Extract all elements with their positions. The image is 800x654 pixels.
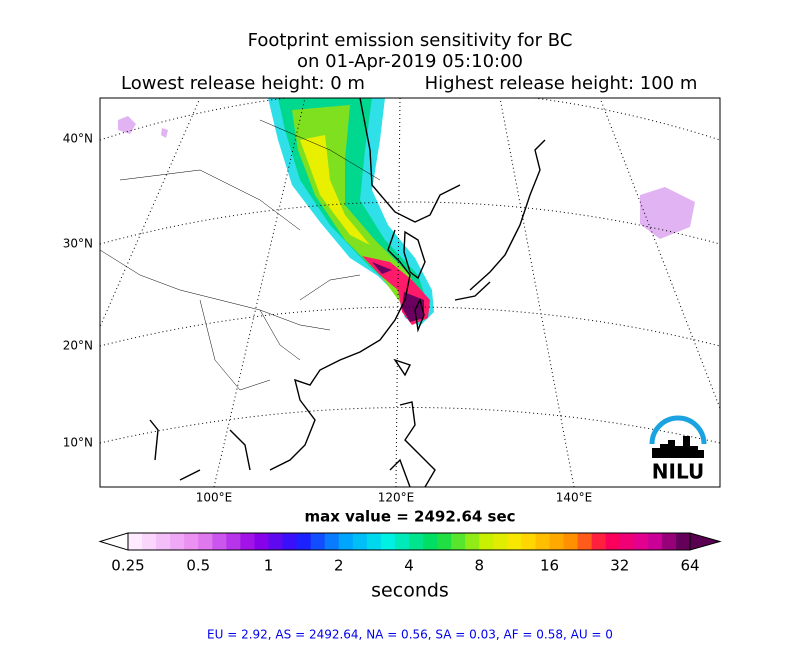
colorbar-tick-label: 2 — [334, 557, 344, 575]
colorbar-segment — [198, 533, 213, 550]
colorbar-extend-high — [689, 532, 722, 551]
colorbar-segment — [324, 533, 340, 550]
colorbar-segment — [296, 533, 312, 550]
colorbar-segment — [507, 533, 522, 550]
title-line: on 01-Apr-2019 05:10:00 — [297, 51, 523, 72]
coastline — [403, 230, 426, 280]
colorbar-segment — [352, 533, 368, 550]
lat-label: 40°N — [63, 132, 93, 146]
colorbar-segment — [282, 533, 298, 550]
colorbar-segment — [409, 533, 424, 550]
colorbar-segment — [128, 533, 143, 550]
max-value: max value = 2492.64 sec — [304, 508, 515, 526]
colorbar-segment — [423, 533, 438, 550]
colorbar-segment — [493, 533, 508, 550]
colorbar-segment — [437, 533, 452, 550]
title-line: Footprint emission sensitivity for BC — [248, 30, 573, 51]
colorbar-segment — [675, 533, 691, 550]
colorbar-tick-label: 0.25 — [111, 557, 144, 575]
logo: NILU — [649, 415, 707, 484]
colorbar-segment — [268, 533, 284, 550]
lat-label: 30°N — [63, 237, 93, 251]
plume — [300, 135, 370, 245]
coastline — [389, 401, 436, 487]
colorbar-segment — [338, 533, 354, 550]
colorbar-segment — [619, 533, 635, 550]
lon-label: 100°E — [196, 491, 233, 505]
colorbar-segment — [535, 533, 550, 550]
colorbar-segment — [226, 533, 241, 550]
graticule — [100, 407, 720, 444]
colorbar-segment — [380, 533, 396, 550]
footer: EU = 2.92, AS = 2492.64, NA = 0.56, SA =… — [207, 628, 613, 642]
border — [100, 119, 381, 391]
colorbar-segment — [605, 533, 621, 550]
graticule — [213, 98, 306, 487]
graticule — [395, 98, 401, 487]
colorbar-segment — [633, 533, 649, 550]
colorbar-segment — [451, 533, 466, 550]
logo-text: NILU — [652, 460, 704, 484]
lat-label: 10°N — [63, 436, 93, 450]
lon-label: 120°E — [378, 491, 415, 505]
colorbar-extend-low — [98, 532, 129, 551]
colorbar-segment — [661, 533, 677, 550]
colorbar-tick-label: 32 — [610, 557, 629, 575]
graticule — [599, 98, 720, 410]
release-high: Highest release height: 100 m — [425, 73, 698, 94]
lat-labels: 40°N 30°N 20°N 10°N — [63, 132, 93, 450]
colorbar-tick-label: 4 — [404, 557, 414, 575]
colorbar-segment — [310, 533, 326, 550]
colorbar-frame — [127, 532, 691, 551]
colorbar-segment — [479, 533, 494, 550]
colorbar-segment — [394, 533, 410, 550]
colorbar-segment — [254, 533, 269, 550]
plume — [372, 262, 424, 322]
colorbar: 0.25 0.5 1 2 4 8 16 32 64 — [98, 532, 722, 575]
colorbar-segment — [240, 533, 255, 550]
colorbar-segment — [142, 533, 157, 550]
colorbar-tick-label: 16 — [540, 557, 559, 575]
colorbar-segment — [591, 533, 607, 550]
colorbar-tick-label: 0.5 — [186, 557, 210, 575]
coastline — [149, 419, 251, 481]
lat-label: 20°N — [63, 339, 93, 353]
colorbar-segment — [465, 533, 480, 550]
colorbar-tick-label: 64 — [680, 557, 699, 575]
colorbar-segment — [577, 533, 593, 550]
colorbar-segment — [549, 533, 565, 550]
map-frame — [99, 97, 721, 488]
colorbar-segment — [366, 533, 382, 550]
map: NILU — [100, 98, 720, 487]
coastline — [269, 98, 461, 471]
colorbar-tick-label: 1 — [264, 557, 274, 575]
colorbar-tick-label: 8 — [474, 557, 484, 575]
colorbar-segment — [156, 533, 171, 550]
colorbar-segment — [521, 533, 536, 550]
colorbar-segment — [563, 533, 579, 550]
coastline — [454, 139, 546, 301]
colorbar-label: seconds — [371, 580, 449, 602]
graticule — [100, 98, 201, 329]
lon-label: 140°E — [556, 491, 593, 505]
colorbar-segment — [184, 533, 199, 550]
colorbar-segment — [212, 533, 227, 550]
colorbar-segment — [170, 533, 185, 550]
release-low: Lowest release height: 0 m — [121, 73, 365, 94]
lon-labels: 100°E 120°E 140°E — [196, 491, 593, 505]
colorbar-segment — [647, 533, 663, 550]
coastline — [393, 298, 425, 377]
